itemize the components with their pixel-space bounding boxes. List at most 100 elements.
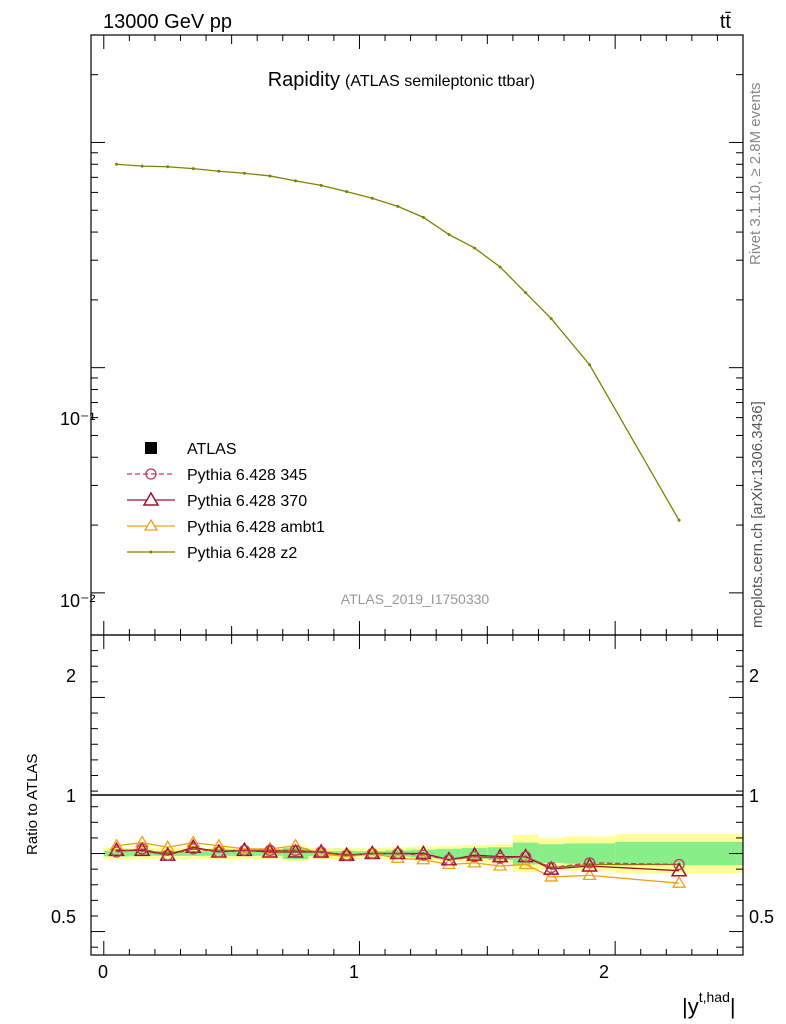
ratio-point-345 [520, 851, 532, 863]
ratio-point-370 [466, 846, 483, 861]
ratio-point-370 [415, 845, 432, 860]
legend-label-345: Pythia 6.428 345 [187, 467, 307, 484]
ratio-ytick-left-1: 1 [66, 786, 76, 806]
ratio-point-345 [392, 847, 404, 860]
rivet-label: Rivet 3.1.10, ≥ 2.8M events [747, 83, 764, 266]
xtick-label-0: 0 [98, 962, 108, 982]
legend: ATLAS Pythia 6.428 345 Pythia 6.428 370 … [127, 441, 325, 562]
main-plot: Rapidity (ATLAS semileptonic ttbar) ATLA… [60, 34, 744, 636]
ratio-point-345 [545, 861, 557, 874]
ratio-band-inner [538, 844, 565, 863]
ratio-point-ambt1 [109, 838, 124, 851]
main-point-z2 [268, 174, 272, 178]
ratio-band-inner [282, 848, 309, 859]
main-point-z2 [217, 169, 221, 173]
ratio-band-inner [103, 850, 130, 857]
main-y-ticks [91, 34, 743, 594]
ratio-ytick-right-0.5: 0.5 [749, 907, 774, 927]
ratio-point-370 [670, 862, 688, 877]
main-point-z2 [498, 265, 502, 269]
ratio-band-inner [461, 848, 488, 859]
ratio-point-345 [315, 846, 327, 858]
ratio-point-345 [583, 857, 596, 869]
ratio-point-ambt1 [288, 838, 303, 851]
ratio-plot: 2 1 0.5 2 1 0.5 0 1 2 Ratio to ATLAS |yt… [24, 634, 774, 1019]
main-point-z2 [319, 183, 323, 187]
ratio-point-ambt1 [671, 875, 687, 888]
ratio-point-345 [187, 843, 199, 855]
legend-marker-345 [145, 468, 157, 480]
main-point-z2 [294, 179, 298, 183]
ratio-y-axis-label: Ratio to ATLAS [24, 754, 41, 855]
analysis-watermark: ATLAS_2019_I1750330 [341, 591, 490, 607]
ratio-point-370 [542, 860, 560, 875]
ratio-point-345 [468, 851, 481, 863]
ratio-plot-frame [90, 634, 744, 956]
ratio-point-370 [491, 848, 509, 863]
ratio-point-ambt1 [160, 840, 175, 852]
ratio-ytick-right-1: 1 [749, 786, 759, 806]
ratio-x-ticks [103, 635, 744, 955]
ytick-label-0.01: 10⁻² [60, 591, 96, 611]
ratio-point-ambt1 [186, 835, 201, 848]
ratio-point-345 [341, 849, 353, 861]
ratio-band-inner [257, 851, 283, 856]
ratio-point-345 [417, 849, 430, 861]
main-point-z2 [473, 246, 477, 250]
legend-marker-ambt1 [143, 518, 159, 531]
ratio-point-370 [184, 838, 202, 854]
mcplots-label: mcplots.cern.ch [arXiv:1306.3436] [749, 401, 766, 628]
ratio-point-ambt1 [544, 869, 559, 882]
chart-title: Rapidity [268, 69, 340, 91]
ratio-point-345 [110, 846, 123, 858]
ratio-point-370 [261, 843, 279, 858]
main-point-z2 [421, 215, 425, 219]
ratio-band-inner [333, 851, 360, 856]
main-point-z2 [345, 190, 349, 194]
chart-subtitle: (ATLAS semileptonic ttbar) [345, 73, 535, 90]
main-point-z2 [191, 167, 195, 171]
ratio-point-345 [673, 858, 685, 871]
main-point-z2 [677, 518, 681, 522]
ratio-point-ambt1 [518, 857, 533, 870]
ratio-point-345 [136, 843, 148, 855]
legend-label-ambt1: Pythia 6.428 ambt1 [187, 519, 325, 536]
ratio-point-370 [133, 841, 151, 857]
ratio-band-inner [615, 841, 743, 866]
legend-label-370: Pythia 6.428 370 [187, 493, 307, 510]
x-axis-label: |yt,had| [682, 989, 736, 1019]
legend-marker-370 [142, 491, 160, 506]
ratio-point-345 [238, 844, 251, 857]
main-point-z2 [588, 363, 592, 367]
ratio-series-line-345 [116, 848, 680, 869]
main-point-z2 [242, 171, 246, 175]
main-x-ticks [103, 35, 744, 635]
ratio-ytick-left-0.5: 0.5 [51, 907, 76, 927]
energy-label: 13000 GeV pp [103, 11, 232, 33]
xtick-label-2: 2 [599, 962, 609, 982]
ratio-point-ambt1 [582, 868, 597, 881]
ratio-point-ambt1 [134, 835, 150, 848]
ratio-y-ticks [91, 634, 743, 948]
ratio-ytick-right-2: 2 [749, 666, 759, 686]
xtick-label-1: 1 [349, 962, 359, 982]
ratio-point-345 [162, 849, 174, 861]
ratio-point-345 [494, 852, 506, 864]
main-point-z2 [524, 291, 528, 295]
ratio-band-inner [231, 851, 258, 856]
ratio-point-345 [443, 854, 455, 866]
main-point-z2 [549, 317, 553, 321]
legend-label-z2: Pythia 6.428 z2 [187, 545, 297, 562]
ratio-point-370 [108, 841, 125, 857]
ratio-point-ambt1 [211, 838, 226, 851]
legend-marker-atlas [145, 442, 157, 454]
main-point-z2 [370, 196, 374, 200]
legend-label-atlas: ATLAS [187, 441, 237, 458]
main-point-z2 [140, 164, 144, 168]
legend-marker-z2 [149, 550, 153, 554]
main-point-z2 [447, 233, 451, 237]
ratio-point-z2 [588, 862, 592, 866]
ratio-ytick-left-2: 2 [66, 666, 76, 686]
ratio-band-inner [206, 851, 232, 856]
